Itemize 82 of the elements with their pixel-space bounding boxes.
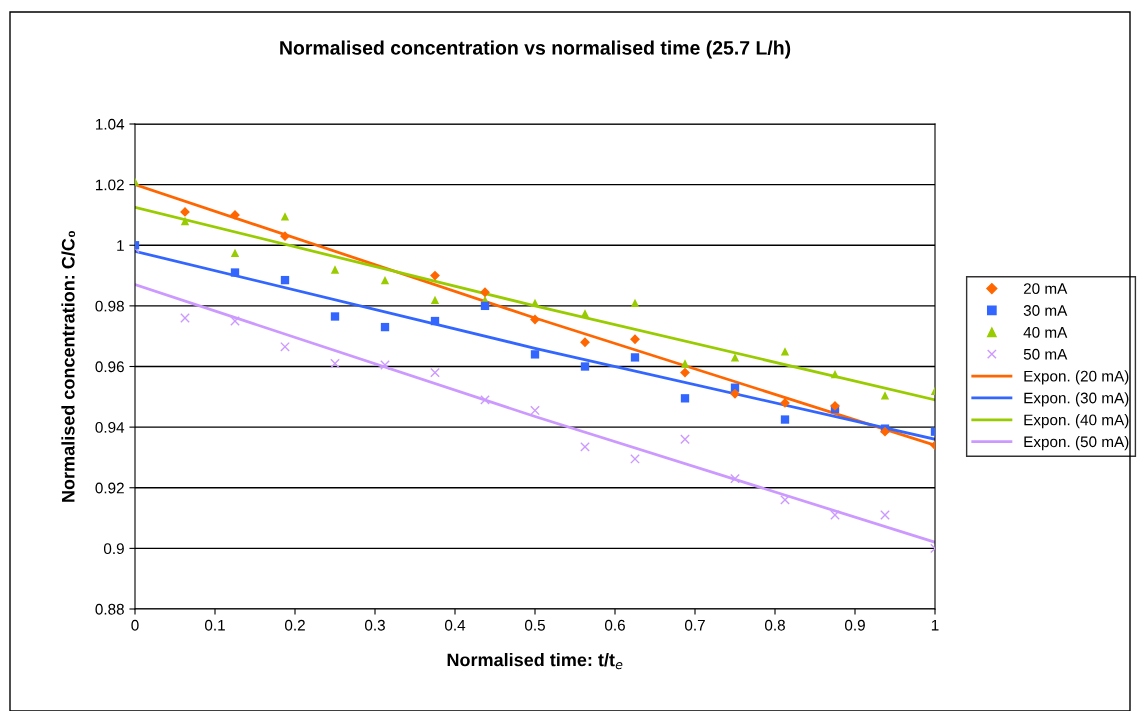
point	[230, 248, 240, 257]
point	[280, 341, 290, 352]
point	[180, 313, 190, 323]
point	[530, 405, 540, 416]
point	[780, 495, 790, 505]
point	[530, 314, 540, 325]
y-tick-label: 0.92	[95, 482, 124, 494]
point	[880, 426, 890, 437]
legend-label: Expon. (40 mA)	[1024, 414, 1129, 429]
point	[330, 312, 340, 321]
x-tick-label: 0	[131, 619, 139, 631]
point	[680, 359, 690, 368]
point	[380, 360, 390, 370]
x-tick-label: 1	[931, 619, 939, 631]
point	[480, 287, 490, 298]
legend-label: 50 mA	[1023, 348, 1068, 360]
point	[830, 510, 840, 520]
point	[680, 367, 690, 378]
point	[780, 415, 790, 424]
point	[430, 295, 440, 304]
legend-label: 20 mA	[1023, 283, 1068, 295]
point	[680, 434, 690, 445]
point	[630, 298, 640, 308]
point	[280, 275, 290, 285]
point	[630, 353, 640, 362]
point	[530, 350, 540, 359]
legend-label: 30 mA	[1023, 305, 1068, 316]
legend-label: 40 mA	[1023, 326, 1068, 338]
point	[830, 369, 840, 379]
point	[180, 207, 190, 217]
point	[880, 391, 890, 400]
y-axis-title: Normalised concentration: C/C₀	[61, 231, 76, 502]
point	[630, 454, 640, 464]
point	[480, 301, 490, 311]
x-tick-label: 0.7	[684, 619, 705, 631]
point	[380, 275, 390, 285]
point	[880, 510, 890, 520]
point	[580, 309, 590, 318]
y-tick-label: 0.9	[103, 543, 124, 555]
point	[780, 347, 790, 356]
x-tick-label: 0.5	[524, 619, 545, 631]
point	[780, 397, 790, 408]
y-tick-label: 0.88	[95, 603, 124, 615]
point	[730, 353, 740, 362]
y-tick-label: 1	[117, 240, 124, 251]
x-tick-label: 0.9	[844, 619, 865, 631]
point	[430, 367, 440, 378]
x-tick-label: 0.4	[444, 619, 466, 631]
point	[230, 316, 240, 326]
point	[580, 337, 590, 348]
x-axis-title: Normalised time: t/t$_{e}$	[447, 653, 623, 670]
point	[330, 265, 340, 274]
point	[730, 473, 740, 484]
x-tick-label: 0.3	[364, 619, 385, 631]
y-tick-label: 0.98	[95, 300, 124, 312]
legend-label: Expon. (50 mA)	[1024, 435, 1129, 451]
x-tick-label: 0.2	[284, 619, 305, 631]
x-tick-label: 0.8	[764, 619, 785, 631]
legend-label: Expon. (20 mA)	[1024, 370, 1129, 385]
point	[380, 322, 390, 332]
point	[630, 334, 640, 345]
point	[580, 441, 590, 452]
point	[230, 268, 240, 277]
point	[430, 270, 440, 281]
point	[430, 316, 440, 326]
legend-label: Expon. (30 mA)	[1024, 392, 1129, 407]
y-tick-label: 0.96	[95, 361, 124, 373]
x-tick-label: 0.6	[604, 619, 625, 631]
point	[480, 394, 490, 405]
point	[730, 388, 740, 399]
point	[580, 362, 590, 371]
point	[330, 358, 340, 369]
y-tick-label: 1.04	[96, 118, 125, 130]
y-tick-label: 0.94	[95, 421, 125, 433]
point	[180, 216, 190, 226]
x-tick-label: 0.1	[204, 619, 225, 631]
chart-title: Normalised concentration vs normalised time (25.7 L/h)	[280, 40, 791, 59]
point	[280, 212, 290, 221]
y-tick-label: 1.02	[96, 179, 124, 191]
point	[530, 298, 540, 308]
point	[280, 231, 290, 242]
point	[680, 394, 690, 403]
